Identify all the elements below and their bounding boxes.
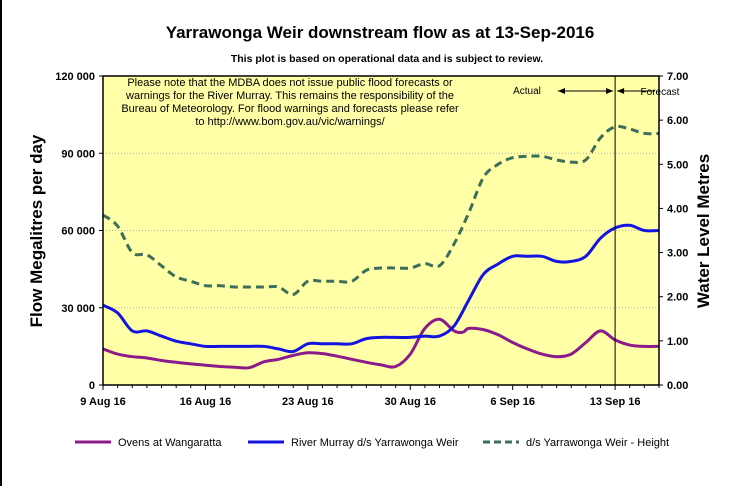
- legend: Ovens at Wangaratta River Murray d/s Yarr…: [75, 437, 669, 449]
- actual-label: Actual: [513, 86, 541, 97]
- notice-line-2: warnings for the River Murray. This rema…: [125, 90, 454, 102]
- y2-tick-label-2: 2.00: [667, 292, 688, 304]
- y-axis-label: Flow Megalitres per day: [27, 134, 46, 327]
- x-axis-ticks: 9 Aug 16 16 Aug 16 23 Aug 16 30 Aug 16 6 Sep…: [80, 385, 660, 408]
- x-tick-label-1: 16 Aug 16: [180, 396, 232, 408]
- y2-tick-label-0: 0.00: [667, 380, 688, 392]
- actual-arrow-head: [606, 88, 614, 94]
- left-axis-ticks: 0 30 000 60 000 90 000 120 000: [55, 71, 103, 392]
- actual-arrow-tail: [558, 88, 565, 94]
- x-tick-label-5: 13 Sep 16: [590, 396, 641, 408]
- chart-title: Yarrawonga Weir downstream flow as at 13…: [166, 23, 595, 42]
- notice-line-4: to http://www.bom.gov.au/vic/warnings/: [195, 116, 385, 128]
- series-line-1: [102, 223, 660, 354]
- forecast-arrow-head: [617, 88, 625, 94]
- notice-line-1: Please note that the MDBA does not issue…: [127, 77, 453, 89]
- x-tick-label-4: 6 Sep 16: [490, 396, 535, 408]
- x-tick-label-2: 23 Aug 16: [282, 396, 334, 408]
- left-border: [0, 0, 2, 486]
- y-tick-label-4: 120 000: [55, 71, 95, 83]
- notice-line-3: Bureau of Meteorology. For flood warning…: [121, 103, 459, 115]
- legend-label-2: d/s Yarrawonga Weir - Height: [526, 437, 669, 449]
- y2-tick-label-6: 6.00: [667, 115, 688, 127]
- right-axis-ticks: 0.00 1.00 2.00 3.00 4.00 5.00 6.00 7.00: [659, 71, 688, 392]
- y-tick-label-3: 90 000: [61, 148, 95, 160]
- y-tick-label-1: 30 000: [61, 303, 95, 315]
- y2-axis-label: Water Level Metres: [694, 154, 713, 308]
- y-tick-label-0: 0: [89, 380, 95, 392]
- y2-tick-label-5: 5.00: [667, 159, 688, 171]
- series-line-2: [102, 124, 660, 297]
- plot-area: [103, 76, 659, 385]
- y2-tick-label-1: 1.00: [667, 336, 688, 348]
- forecast-label: Forecast: [641, 87, 680, 98]
- y2-tick-label-3: 3.00: [667, 248, 688, 260]
- y-tick-label-2: 60 000: [61, 226, 95, 238]
- chart-subtitle: This plot is based on operational data a…: [231, 53, 543, 65]
- notice-text: Please note that the MDBA does not issue…: [121, 77, 459, 128]
- y2-tick-label-7: 7.00: [667, 71, 688, 83]
- x-tick-label-3: 30 Aug 16: [384, 396, 436, 408]
- y2-tick-label-4: 4.00: [667, 203, 688, 215]
- series-lines: [102, 124, 660, 370]
- legend-label-1: River Murray d/s Yarrawonga Weir: [291, 437, 459, 449]
- forecast-marker: Actual Forecast: [513, 76, 680, 385]
- series-line-0: [102, 317, 660, 370]
- legend-label-0: Ovens at Wangaratta: [118, 437, 222, 449]
- x-tick-label-0: 9 Aug 16: [80, 396, 125, 408]
